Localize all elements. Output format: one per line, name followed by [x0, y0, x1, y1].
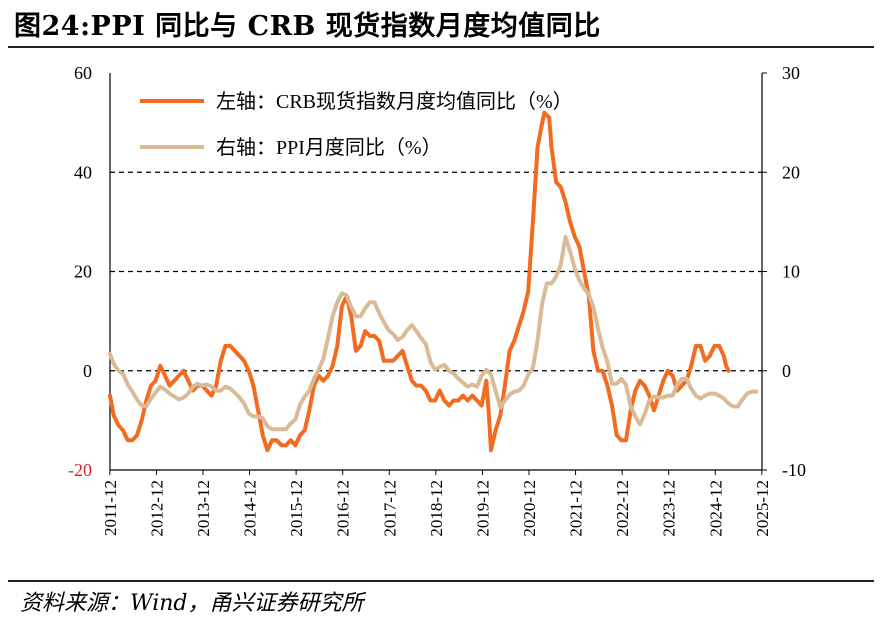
right-tick-label: 10 [782, 262, 800, 282]
x-axis-ticks: 2011-12 2012-12 2013-12 2014-12 2015-12 2016-… [101, 470, 772, 537]
x-tick-label: 2016-12 [334, 480, 353, 537]
source-note: 资料来源：Wind，甬兴证券研究所 [20, 591, 364, 616]
legend: 左轴：CRB现货指数月度均值同比（%） 右轴：PPI月度同比（%） [140, 90, 573, 159]
x-tick-label: 2017-12 [380, 480, 399, 537]
right-tick-label: 20 [782, 162, 800, 182]
ppi-series-line [108, 234, 759, 432]
left-axis-ticks: 60 40 20 0 -20 [68, 63, 92, 480]
page-title: 图24:PPI 同比与 CRB 现货指数月度均值同比 [14, 11, 601, 42]
x-tick-label: 2023-12 [660, 480, 679, 537]
series-lines [108, 110, 759, 453]
x-tick-label: 2019-12 [473, 480, 492, 537]
x-tick-label: 2021-12 [567, 480, 586, 537]
x-tick-label: 2011-12 [101, 480, 120, 536]
title-divider [8, 46, 874, 48]
x-tick-label: 2024-12 [706, 480, 725, 537]
x-tick-label: 2012-12 [147, 480, 166, 537]
left-tick-label: 0 [83, 361, 92, 381]
source-divider [8, 580, 874, 582]
x-tick-label: 2018-12 [427, 480, 446, 537]
x-tick-label: 2015-12 [287, 480, 306, 537]
x-tick-label: 2014-12 [241, 480, 260, 537]
crb-series-line [108, 110, 731, 453]
x-tick-label: 2022-12 [613, 480, 632, 537]
left-tick-label: 20 [74, 262, 92, 282]
right-tick-label: -10 [782, 460, 806, 480]
x-tick-label: 2013-12 [194, 480, 213, 537]
left-tick-label: 40 [74, 162, 92, 182]
left-tick-label: -20 [68, 460, 92, 480]
grid-lines [110, 171, 762, 372]
legend-crb-label: 左轴：CRB现货指数月度均值同比（%） [216, 90, 573, 113]
right-tick-label: 0 [782, 361, 791, 381]
x-tick-label: 2020-12 [520, 480, 539, 537]
right-tick-label: 30 [782, 63, 800, 83]
right-axis-ticks: 30 20 10 0 -10 [762, 63, 806, 480]
left-tick-label: 60 [74, 63, 92, 83]
x-tick-label: 2025-12 [753, 480, 772, 537]
legend-ppi-label: 右轴：PPI月度同比（%） [216, 136, 442, 159]
